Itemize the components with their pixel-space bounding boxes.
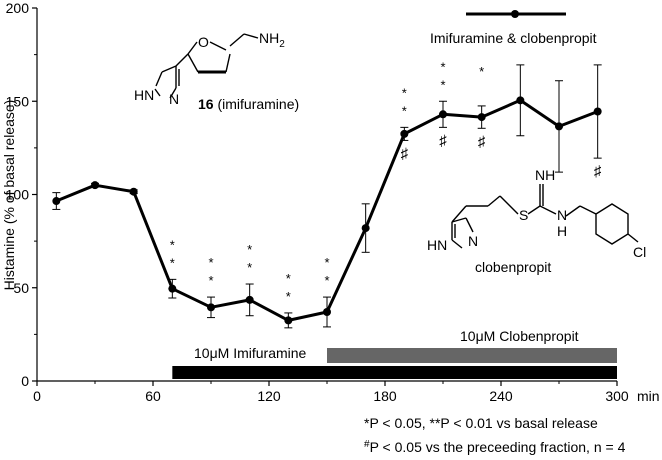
data-point xyxy=(91,181,99,190)
significance-star: * xyxy=(402,85,407,100)
imifuramine-bar xyxy=(172,366,618,379)
footnote-1: *P < 0.05, **P < 0.01 vs basal release xyxy=(364,415,598,431)
data-point xyxy=(284,316,293,325)
data-point xyxy=(168,284,177,293)
hash-mark: ♯ xyxy=(594,163,602,180)
significance-star: * xyxy=(208,255,213,270)
x-axis-unit: min xyxy=(637,388,660,404)
data-point xyxy=(516,96,525,105)
significance-star: * xyxy=(402,103,407,118)
significance-annotations: * * * * * * * * * * * * * * * ♯ ♯ ♯ ♯ xyxy=(170,59,602,304)
imifuramine-structure xyxy=(154,33,259,99)
data-point xyxy=(555,122,563,131)
hash-mark: ♯ xyxy=(401,145,409,162)
data-point xyxy=(129,187,138,196)
clobenpropit-name: clobenpropit xyxy=(475,259,551,275)
data-point xyxy=(207,303,215,312)
legend: Imifuramine & clobenpropit xyxy=(430,10,597,46)
data-point xyxy=(361,224,370,233)
significance-star: * xyxy=(479,64,484,79)
x-tick-label: 180 xyxy=(373,388,397,404)
clobenpropit-amine-h: H xyxy=(557,223,567,239)
clobenpropit-ring-n: N xyxy=(468,233,478,249)
significance-star: * xyxy=(324,255,329,270)
significance-star: * xyxy=(247,260,252,275)
x-tick-label: 120 xyxy=(257,388,281,404)
clobenpropit-chloro: Cl xyxy=(633,244,646,260)
data-point xyxy=(439,110,447,119)
significance-star: * xyxy=(170,237,175,252)
clobenpropit-bar xyxy=(327,348,617,363)
y-axis-label: Histamine (% of basal release) xyxy=(1,100,17,291)
data-point xyxy=(593,107,602,116)
data-point xyxy=(323,307,331,316)
y-tick-label: 0 xyxy=(21,373,29,389)
data-point xyxy=(245,295,254,304)
significance-star: * xyxy=(324,273,329,288)
imifuramine-ring-n: N xyxy=(169,91,179,107)
y-tick-label: 200 xyxy=(6,0,30,16)
legend-label: Imifuramine & clobenpropit xyxy=(430,30,597,46)
treatment-bars: 10μM Imifuramine 10μM Clobenpropit xyxy=(172,328,618,379)
clobenpropit-amine-n: N xyxy=(557,207,567,223)
significance-star: * xyxy=(247,242,252,257)
y-tick-label: 100 xyxy=(6,187,30,203)
x-tick-label: 240 xyxy=(489,388,513,404)
significance-star: * xyxy=(286,271,291,286)
data-point xyxy=(477,113,486,122)
legend-marker xyxy=(511,10,519,18)
imifuramine-oxygen: O xyxy=(198,34,209,50)
imifuramine-bar-label: 10μM Imifuramine xyxy=(194,345,307,361)
significance-star: * xyxy=(440,59,445,74)
hash-mark: ♯ xyxy=(478,133,486,150)
clobenpropit-structure xyxy=(451,184,639,249)
significance-star: * xyxy=(440,77,445,92)
x-tick-label: 0 xyxy=(33,388,41,404)
imifuramine-amine: NH2 xyxy=(259,30,285,50)
imifuramine-ring-nh: HN xyxy=(134,87,154,103)
significance-star: * xyxy=(208,273,213,288)
clobenpropit-imine: NH xyxy=(535,167,555,183)
data-point xyxy=(52,197,61,206)
significance-star: * xyxy=(170,255,175,270)
x-tick-label: 60 xyxy=(145,388,161,404)
x-tick-label: 300 xyxy=(605,388,629,404)
clobenpropit-bar-label: 10μM Clobenpropit xyxy=(460,328,579,344)
significance-star: * xyxy=(286,289,291,304)
hash-mark: ♯ xyxy=(439,132,447,149)
clobenpropit-sulfur: S xyxy=(519,207,528,223)
x-axis-ticks: 0 60 120 180 240 300 xyxy=(33,381,629,404)
clobenpropit-ring-nh: HN xyxy=(427,237,447,253)
data-point xyxy=(400,129,409,138)
y-tick-label: 50 xyxy=(13,280,29,296)
y-tick-label: 150 xyxy=(6,93,30,109)
data-points xyxy=(52,96,602,325)
y-axis-ticks: 0 50 100 150 200 xyxy=(6,0,37,389)
imifuramine-caption: 16 (imifuramine) xyxy=(198,96,299,112)
footnote-2: #P < 0.05 vs the preceeding fraction, n … xyxy=(364,439,626,455)
